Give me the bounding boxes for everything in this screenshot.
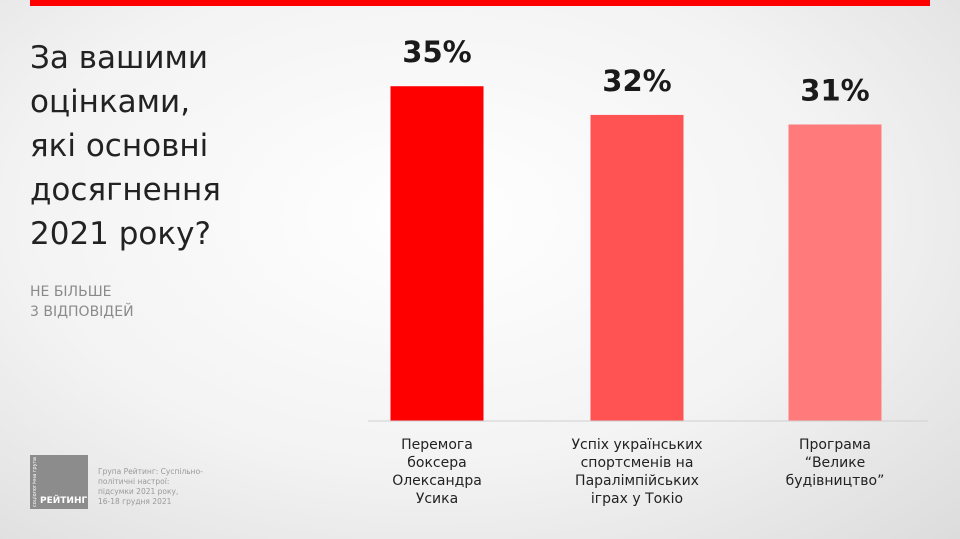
rating-logo: соціологічна група РЕЙТИНГ [30,455,88,509]
logo-name: РЕЙТИНГ [40,496,88,506]
category-label-construction: Програма “Велике будівництво” [785,437,885,489]
bar-2 [788,124,882,422]
survey-source: Група Рейтинг: Суспільно- політичні наст… [98,467,203,506]
bar-1 [590,114,684,422]
bar-value-label-0: 35% [402,35,471,69]
bar-value-label-2: 31% [800,73,869,107]
category-label-paralympics: Успіх українських спортсменів на Паралім… [571,437,703,507]
top-accent-bar [30,0,930,6]
bar-0 [390,86,484,421]
logo-vertical-text: соціологічна група [32,457,38,507]
bars-layer: 35% 32% 31% [390,35,882,422]
answer-limit-note: НЕ БІЛЬШЕ 3 ВІДПОВІДЕЙ [30,284,134,320]
bar-value-label-1: 32% [602,64,671,98]
category-label-usyk: Перемога боксера Олександра Усика [392,437,482,507]
chart-question-title: За вашими оцінками, які основні досягнен… [30,40,221,252]
